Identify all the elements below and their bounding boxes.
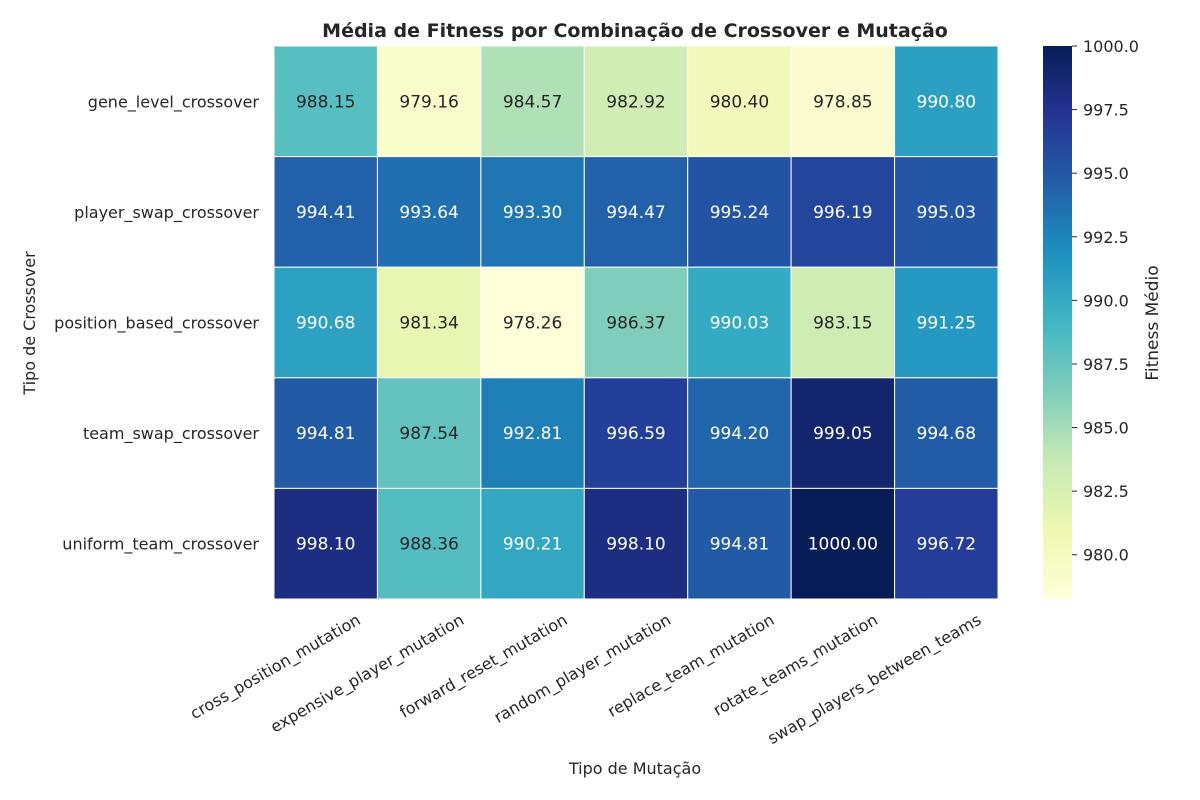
- cell-value-label: 978.85: [813, 92, 872, 112]
- cell-value-label: 996.72: [917, 535, 976, 555]
- heatmap-cell: [894, 487, 999, 600]
- cell-value-label: 996.59: [606, 424, 665, 444]
- chart-title: Média de Fitness por Combinação de Cross…: [322, 20, 948, 42]
- x-tick-label: forward_reset_mutation: [396, 610, 571, 722]
- cell-value-label: 988.36: [399, 535, 458, 555]
- colorbar: [1043, 46, 1072, 599]
- x-tick-label: replace_team_mutation: [604, 610, 778, 722]
- cell-value-label: 979.16: [399, 92, 458, 112]
- cell-value-label: 995.24: [710, 203, 769, 223]
- heatmap-cell: [790, 45, 896, 158]
- cell-value-label: 995.03: [917, 203, 976, 223]
- heatmap-cell: [480, 156, 585, 268]
- x-tick-label: swap_players_between_teams: [764, 610, 984, 749]
- cell-value-label: 991.25: [917, 314, 976, 334]
- heatmap-cell: [480, 45, 585, 158]
- heatmap-cell: [790, 377, 896, 489]
- y-tick-label: team_swap_crossover: [83, 424, 259, 444]
- heatmap-cell: [273, 45, 378, 158]
- cell-value-label: 992.81: [503, 424, 562, 444]
- cell-value-label: 998.10: [606, 535, 665, 555]
- colorbar-tick-label: 980.0: [1083, 546, 1129, 565]
- heatmap-cell: [583, 45, 689, 158]
- heatmap-cell: [273, 377, 378, 489]
- cell-value-label: 990.80: [917, 92, 976, 112]
- heatmap-cell: [376, 266, 482, 379]
- x-tick-label: expensive_player_mutation: [267, 610, 468, 737]
- cell-value-label: 993.30: [503, 203, 562, 223]
- heatmap-cell: [480, 266, 585, 379]
- cell-value-label: 994.81: [296, 424, 355, 444]
- cell-value-label: 990.21: [503, 535, 562, 555]
- heatmap-cell: [687, 266, 792, 379]
- heatmap-cells: [273, 45, 999, 600]
- cell-value-label: 994.20: [710, 424, 769, 444]
- y-tick-label: player_swap_crossover: [74, 203, 259, 223]
- heatmap-cell: [376, 45, 482, 158]
- cell-value-label: 981.34: [399, 314, 458, 334]
- cell-value-label: 980.40: [710, 92, 769, 112]
- x-tick-label: cross_position_mutation: [187, 610, 364, 724]
- cell-value-label: 982.92: [606, 92, 665, 112]
- heatmap-cell: [687, 156, 792, 268]
- heatmap-cell: [480, 487, 585, 600]
- x-tick-label: random_player_mutation: [491, 610, 675, 728]
- heatmap-cell: [687, 45, 792, 158]
- colorbar-tick-label: 1000.0: [1083, 37, 1139, 56]
- cell-value-label: 996.19: [813, 203, 872, 223]
- heatmap-cell: [583, 377, 689, 489]
- cell-value-label: 994.41: [296, 203, 355, 223]
- cell-value-label: 999.05: [813, 424, 872, 444]
- heatmap-cell: [790, 266, 896, 379]
- cell-value-label: 993.64: [399, 203, 458, 223]
- colorbar-tick-label: 997.5: [1083, 101, 1129, 120]
- cell-value-label: 987.54: [399, 424, 458, 444]
- heatmap-cell: [273, 266, 378, 379]
- heatmap-cell: [273, 487, 378, 600]
- heatmap-cell: [376, 377, 482, 489]
- cell-value-label: 994.68: [917, 424, 976, 444]
- cell-value-label: 983.15: [813, 314, 872, 334]
- heatmap-value-labels: 988.15 979.16 984.57 982.92 980.40 978.85 990.…: [296, 92, 976, 554]
- heatmap-cell: [894, 156, 999, 268]
- y-tick-label: uniform_team_crossover: [62, 535, 259, 555]
- cell-value-label: 990.68: [296, 314, 355, 334]
- x-axis-label: Tipo de Mutação: [568, 759, 701, 778]
- heatmap-cell: [790, 487, 896, 600]
- colorbar-tick-label: 985.0: [1083, 419, 1129, 438]
- y-axis-tick-labels: gene_level_crossover player_swap_crossove…: [54, 92, 259, 554]
- cell-value-label: 984.57: [503, 92, 562, 112]
- cell-value-label: 998.10: [296, 535, 355, 555]
- heatmap-cell: [583, 266, 689, 379]
- x-axis-tick-labels: cross_position_mutationexpensive_player_…: [187, 610, 985, 749]
- cell-value-label: 988.15: [296, 92, 355, 112]
- heatmap-cell: [273, 156, 378, 268]
- y-tick-label: gene_level_crossover: [88, 92, 260, 112]
- x-tick-label: rotate_teams_mutation: [710, 610, 882, 721]
- cell-value-label: 994.81: [710, 535, 769, 555]
- y-tick-label: position_based_crossover: [54, 314, 259, 334]
- cell-value-label: 978.26: [503, 314, 562, 334]
- heatmap-cell: [894, 377, 999, 489]
- cell-value-label: 990.03: [710, 314, 769, 334]
- cell-value-label: 986.37: [606, 314, 665, 334]
- colorbar-tick-label: 987.5: [1083, 355, 1129, 374]
- colorbar-tick-label: 992.5: [1083, 228, 1129, 247]
- heatmap-cell: [894, 266, 999, 379]
- cell-value-label: 1000.00: [808, 535, 878, 555]
- colorbar-tick-label: 990.0: [1083, 291, 1129, 310]
- colorbar-ticks: 980.0 982.5 985.0 987.5 990.0 992.5 995.0 997.5…: [1072, 37, 1139, 565]
- colorbar-tick-label: 982.5: [1083, 482, 1129, 501]
- cell-value-label: 994.47: [606, 203, 665, 223]
- heatmap-cell: [790, 156, 896, 268]
- colorbar-tick-label: 995.0: [1083, 164, 1129, 183]
- colorbar-label: Fitness Médio: [1143, 265, 1163, 380]
- y-axis-label: Tipo de Crossover: [20, 251, 39, 396]
